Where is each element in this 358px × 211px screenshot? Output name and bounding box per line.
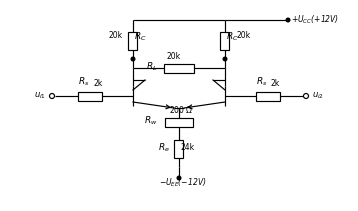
- Circle shape: [177, 176, 181, 180]
- Text: $R_L$: $R_L$: [146, 61, 157, 73]
- Text: $R_e$: $R_e$: [158, 142, 170, 154]
- Bar: [221, 32, 229, 50]
- Text: $u_{i1}$: $u_{i1}$: [34, 91, 46, 101]
- Bar: [129, 32, 137, 50]
- Bar: [164, 64, 194, 73]
- Text: $R_C$: $R_C$: [134, 31, 147, 43]
- Text: 20k: 20k: [237, 31, 251, 39]
- Circle shape: [131, 57, 135, 61]
- Bar: [165, 118, 193, 127]
- Text: 200 $\Omega$: 200 $\Omega$: [169, 104, 194, 115]
- Text: $R_s$: $R_s$: [78, 76, 90, 88]
- Text: 2k: 2k: [93, 79, 102, 88]
- Text: $R_w$: $R_w$: [144, 115, 157, 127]
- Text: 20k: 20k: [167, 52, 181, 61]
- Bar: [78, 92, 102, 100]
- Text: $+U_{CC}$($+$12V): $+U_{CC}$($+$12V): [291, 14, 339, 26]
- Text: 2k: 2k: [271, 79, 280, 88]
- Circle shape: [286, 18, 290, 22]
- Circle shape: [304, 93, 309, 99]
- Circle shape: [49, 93, 54, 99]
- Bar: [174, 140, 184, 158]
- Text: $R_C$: $R_C$: [226, 31, 239, 43]
- Text: 20k: 20k: [109, 31, 123, 39]
- Text: $u_{i2}$: $u_{i2}$: [312, 91, 324, 101]
- Bar: [256, 92, 280, 100]
- Circle shape: [223, 57, 227, 61]
- Text: 24k: 24k: [181, 143, 195, 153]
- Text: $R_s$: $R_s$: [256, 76, 268, 88]
- Text: $-U_{EE}$($-$12V): $-U_{EE}$($-$12V): [159, 177, 207, 189]
